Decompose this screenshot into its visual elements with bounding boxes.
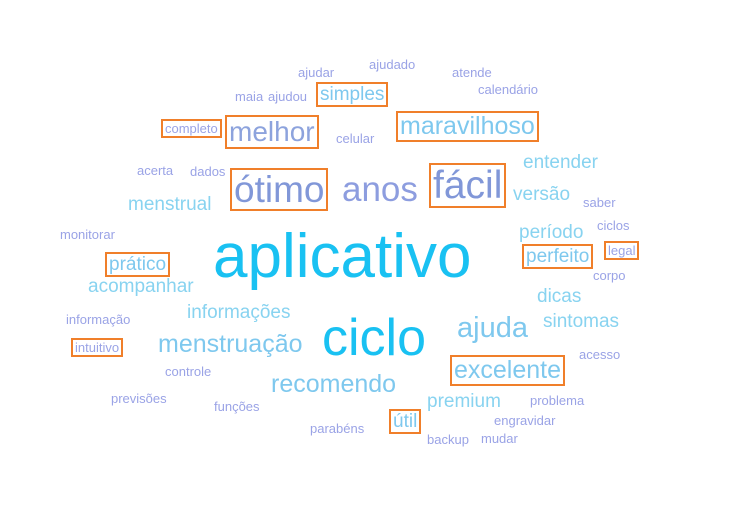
highlight-box-facil — [429, 163, 506, 208]
word-mudar: mudar — [481, 431, 518, 446]
word-versao: versão — [513, 184, 571, 205]
word-problema: problema — [530, 393, 585, 408]
highlight-box-completo — [161, 119, 222, 138]
word-periodo: período — [519, 222, 584, 243]
word-acompanhar: acompanhar — [88, 276, 194, 297]
word-saber: saber — [583, 195, 616, 210]
word-calendario: calendário — [478, 82, 538, 97]
word-informacao: informação — [66, 312, 131, 327]
highlight-box-intuitivo — [71, 338, 123, 357]
word-ajuda: ajuda — [457, 312, 528, 344]
word-excelente: excelente — [454, 356, 562, 384]
word-dicas: dicas — [537, 286, 582, 307]
word-acesso: acesso — [579, 347, 621, 362]
word-menstrual: menstrual — [128, 194, 212, 215]
word-menstruacao: menstruação — [158, 330, 303, 358]
word-intuitivo: intuitivo — [75, 340, 120, 355]
word-facil: fácil — [433, 164, 503, 207]
highlight-box-simples — [316, 82, 388, 107]
highlight-box-pratico — [105, 252, 170, 277]
highlight-box-otimo — [230, 168, 328, 211]
highlight-box-maravilhoso — [396, 111, 539, 142]
highlight-box-util — [389, 409, 421, 434]
word-ajudar: ajudar — [298, 65, 335, 80]
word-controle: controle — [165, 364, 212, 379]
word-corpo: corpo — [593, 268, 626, 283]
word-legal: legal — [608, 243, 636, 258]
word-informacoes: informações — [187, 302, 291, 323]
word-engravidar: engravidar — [494, 413, 556, 428]
word-aplicativo: aplicativo — [213, 222, 472, 291]
highlight-box-melhor — [225, 115, 319, 149]
word-atende: atende — [452, 65, 492, 80]
word-ajudou: ajudou — [268, 89, 308, 104]
word-ciclo: ciclo — [322, 309, 427, 367]
word-ajudado: ajudado — [369, 57, 416, 72]
word-maia: maia — [235, 89, 264, 104]
highlight-box-excelente — [450, 355, 565, 386]
word-recomendo: recomendo — [271, 370, 397, 398]
word-otimo: ótimo — [234, 169, 325, 210]
word-completo: completo — [165, 121, 218, 136]
word-celular: celular — [336, 131, 375, 146]
word-dados: dados — [190, 164, 226, 179]
word-acerta: acerta — [137, 163, 174, 178]
word-entender: entender — [523, 152, 599, 173]
word-backup: backup — [427, 432, 469, 447]
word-simples: simples — [320, 84, 385, 105]
word-anos: anos — [342, 170, 418, 209]
word-parabens: parabéns — [310, 421, 365, 436]
word-maravilhoso: maravilhoso — [400, 112, 535, 140]
word-previsoes: previsões — [111, 391, 167, 406]
highlight-box-legal — [604, 241, 639, 260]
word-util: útil — [393, 411, 418, 432]
word-sintomas: sintomas — [543, 311, 620, 332]
word-ciclos: ciclos — [597, 218, 630, 233]
word-melhor: melhor — [229, 116, 315, 147]
word-pratico: prático — [109, 254, 167, 275]
highlight-box-perfeito — [522, 244, 593, 269]
word-premium: premium — [427, 391, 501, 412]
word-monitorar: monitorar — [60, 227, 115, 242]
word-perfeito: perfeito — [526, 246, 590, 267]
word-funcoes: funções — [214, 399, 260, 414]
